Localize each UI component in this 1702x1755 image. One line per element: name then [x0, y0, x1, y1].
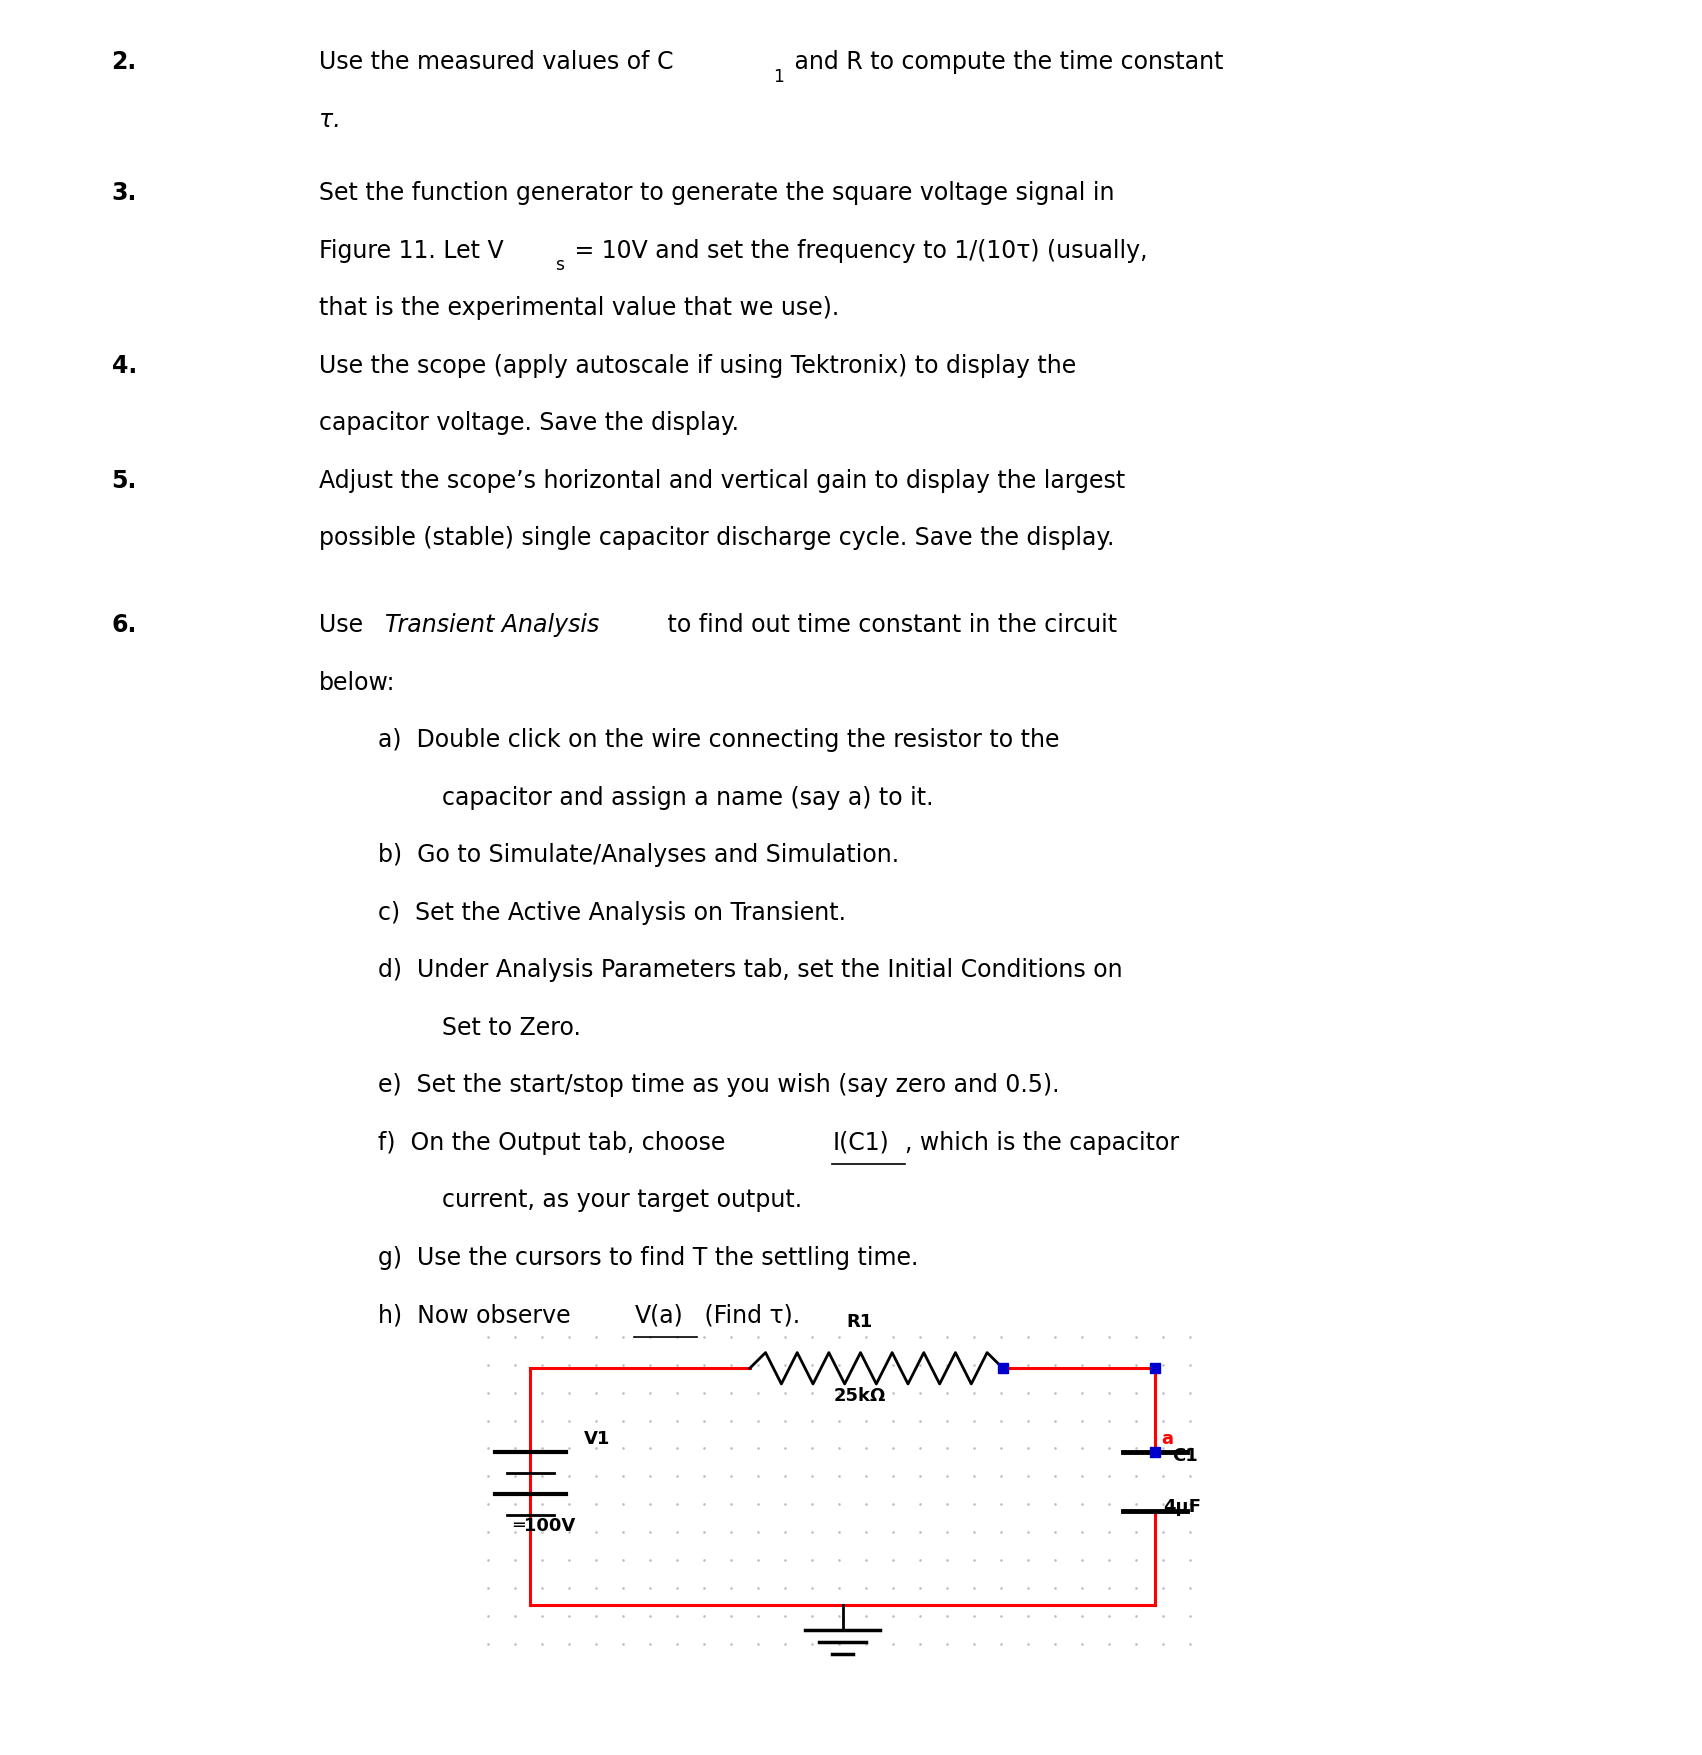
- Text: Set to Zero.: Set to Zero.: [443, 1014, 582, 1039]
- Text: 3.: 3.: [112, 181, 136, 205]
- Text: below:: below:: [320, 670, 397, 695]
- Text: c)  Set the Active Analysis on Transient.: c) Set the Active Analysis on Transient.: [378, 900, 846, 925]
- Text: 4.: 4.: [112, 353, 136, 377]
- Text: 5.: 5.: [112, 469, 136, 493]
- Text: , which is the capacitor: , which is the capacitor: [905, 1130, 1179, 1155]
- Text: Use: Use: [320, 612, 371, 637]
- Text: τ.: τ.: [320, 107, 340, 132]
- Text: 25kΩ: 25kΩ: [834, 1386, 885, 1404]
- Text: a)  Double click on the wire connecting the resistor to the: a) Double click on the wire connecting t…: [378, 728, 1060, 751]
- Text: 4μF: 4μF: [1162, 1497, 1202, 1515]
- Text: V(a): V(a): [635, 1302, 683, 1327]
- Text: current, as your target output.: current, as your target output.: [443, 1188, 803, 1211]
- Text: f)  On the Output tab, choose: f) On the Output tab, choose: [378, 1130, 734, 1155]
- Text: capacitor voltage. Save the display.: capacitor voltage. Save the display.: [320, 411, 739, 435]
- Text: possible (stable) single capacitor discharge cycle. Save the display.: possible (stable) single capacitor disch…: [320, 526, 1115, 549]
- Text: Adjust the scope’s horizontal and vertical gain to display the largest: Adjust the scope’s horizontal and vertic…: [320, 469, 1125, 493]
- Text: Set the function generator to generate the square voltage signal in: Set the function generator to generate t…: [320, 181, 1115, 205]
- Text: V1: V1: [584, 1429, 611, 1448]
- Text: Use the measured values of C: Use the measured values of C: [320, 51, 674, 74]
- Text: I(C1): I(C1): [832, 1130, 888, 1155]
- Text: 1: 1: [773, 68, 785, 86]
- Text: Use the scope (apply autoscale if using Tektronix) to display the: Use the scope (apply autoscale if using …: [320, 353, 1076, 377]
- Text: Transient Analysis: Transient Analysis: [385, 612, 599, 637]
- Text: 6.: 6.: [112, 612, 136, 637]
- Text: b)  Go to Simulate/Analyses and Simulation.: b) Go to Simulate/Analyses and Simulatio…: [378, 842, 899, 867]
- Text: = 10V and set the frequency to 1/(10τ) (usually,: = 10V and set the frequency to 1/(10τ) (…: [567, 239, 1147, 263]
- Text: R1: R1: [846, 1313, 873, 1330]
- Text: a: a: [1161, 1429, 1174, 1446]
- Text: to find out time constant in the circuit: to find out time constant in the circuit: [659, 612, 1117, 637]
- Text: and R to compute the time constant: and R to compute the time constant: [786, 51, 1224, 74]
- Text: that is the experimental value that we use).: that is the experimental value that we u…: [320, 297, 839, 319]
- Text: C1: C1: [1171, 1446, 1198, 1464]
- Text: s: s: [555, 256, 565, 274]
- Text: 2.: 2.: [112, 51, 136, 74]
- Text: capacitor and assign a name (say a) to it.: capacitor and assign a name (say a) to i…: [443, 784, 934, 809]
- Text: h)  Now observe: h) Now observe: [378, 1302, 579, 1327]
- Text: (Find τ).: (Find τ).: [696, 1302, 800, 1327]
- Text: d)  Under Analysis Parameters tab, set the Initial Conditions on: d) Under Analysis Parameters tab, set th…: [378, 958, 1123, 981]
- Text: ═100V: ═100V: [514, 1516, 575, 1534]
- Text: g)  Use the cursors to find T the settling time.: g) Use the cursors to find T the settlin…: [378, 1244, 919, 1269]
- Text: e)  Set the start/stop time as you wish (say zero and 0.5).: e) Set the start/stop time as you wish (…: [378, 1072, 1060, 1097]
- Text: Figure 11. Let V: Figure 11. Let V: [320, 239, 504, 263]
